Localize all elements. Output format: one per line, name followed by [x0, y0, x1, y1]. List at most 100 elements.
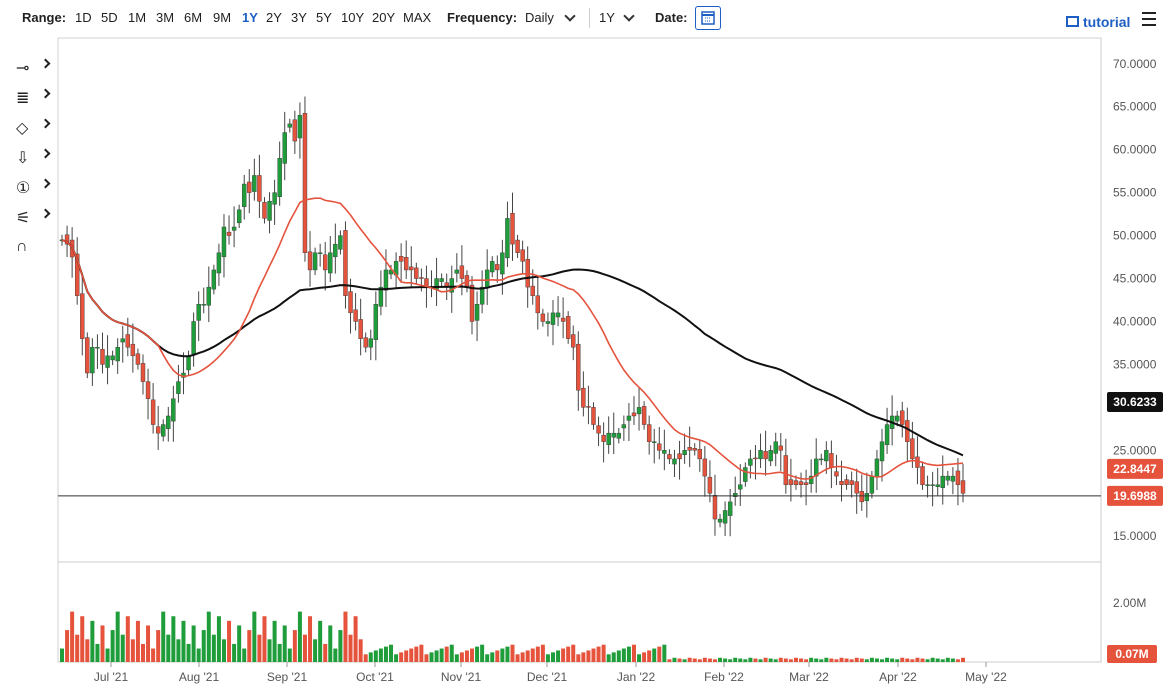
candle-body — [636, 407, 642, 415]
volume-bar — [383, 646, 388, 662]
volume-bar — [353, 616, 358, 662]
candle-body — [383, 269, 389, 291]
candle-body — [231, 226, 237, 231]
range-9m-button[interactable]: 9M — [213, 10, 232, 25]
price-tags: 30.6233 22.8447 19.6988 0.07M — [1107, 392, 1163, 663]
ma200-price-tag-bg — [1107, 392, 1163, 413]
volume-bar — [302, 634, 307, 662]
volume-bar — [880, 659, 885, 662]
x-tick-label: Apr '22 — [879, 670, 917, 684]
candle-body — [697, 449, 702, 460]
candle-body — [85, 337, 90, 374]
volume-bar — [839, 657, 844, 662]
range-1d-button[interactable]: 1D — [75, 10, 92, 25]
candle-body — [692, 448, 697, 451]
tutorial-icon[interactable] — [1066, 16, 1079, 27]
volume-bar — [799, 658, 804, 662]
range-1y-button[interactable]: 1Y — [242, 10, 258, 25]
volume-bar — [915, 657, 920, 662]
volume-bar — [601, 644, 606, 662]
volume-bar — [242, 648, 247, 662]
volume-bar — [890, 658, 895, 662]
volume-bar — [216, 616, 221, 662]
candle-body — [743, 467, 748, 482]
candle-body — [727, 501, 733, 516]
candle-body — [120, 338, 125, 343]
volume-bar — [667, 659, 672, 662]
line-tool-button[interactable]: ⊸ — [12, 56, 56, 82]
candle-body — [105, 355, 110, 368]
volume-bar — [692, 658, 697, 662]
volume-bar — [561, 648, 566, 662]
volume-bar — [115, 611, 120, 662]
candle-body — [307, 251, 313, 271]
candle-body — [581, 387, 586, 408]
candle-body — [201, 304, 206, 306]
volume-bar — [282, 625, 287, 662]
candle-body — [596, 425, 601, 434]
candle-body — [272, 192, 277, 205]
candle-body — [839, 481, 844, 485]
candle-body — [859, 491, 864, 503]
candle-body — [900, 410, 905, 425]
menu-icon[interactable] — [1142, 12, 1156, 30]
ma200-line — [61, 238, 964, 457]
volume-bar — [75, 634, 80, 662]
ma200-price-tag: 30.6233 — [1113, 395, 1157, 409]
range-3y-button[interactable]: 3Y — [291, 10, 307, 25]
range-6m-button[interactable]: 6M — [184, 10, 203, 25]
magnet-tool-button[interactable]: ∩ — [12, 236, 56, 262]
candle-body — [707, 476, 713, 494]
volume-bar — [809, 657, 814, 662]
volume-bar — [920, 658, 925, 662]
range-5y-button[interactable]: 5Y — [316, 10, 332, 25]
candle-body — [535, 295, 541, 314]
volume-bar — [550, 652, 555, 662]
candle-body — [115, 347, 120, 362]
range-3m-button[interactable]: 3M — [156, 10, 175, 25]
range-2y-button[interactable]: 2Y — [266, 10, 282, 25]
arrow-tool-button[interactable]: ⇩ — [12, 146, 56, 172]
range-20y-button[interactable]: 20Y — [372, 10, 396, 25]
volume-bar — [368, 652, 373, 662]
volume-bar — [621, 648, 626, 662]
candle-body — [302, 113, 308, 253]
calendar-button[interactable] — [695, 6, 721, 30]
annotation-tool-button[interactable]: ① — [12, 176, 56, 202]
volume-bar — [221, 639, 226, 662]
range-10y-button[interactable]: 10Y — [341, 10, 365, 25]
candle-body — [267, 201, 272, 221]
candle-body — [657, 443, 662, 451]
arrow-tool-icon: ⇩ — [16, 150, 30, 167]
candle-body — [191, 321, 196, 354]
candle-body — [490, 261, 495, 273]
volume-bar — [864, 659, 869, 662]
range-max-button[interactable]: MAX — [403, 10, 432, 25]
candle-body — [484, 269, 490, 289]
volume-bar — [905, 658, 910, 662]
candle-body — [439, 278, 444, 282]
fib-tool-button[interactable]: ≣ — [12, 86, 56, 112]
volume-tag-bg — [1107, 645, 1157, 663]
y-tick-label: 50.0000 — [1113, 229, 1157, 243]
range-5d-button[interactable]: 5D — [101, 10, 118, 25]
candle-body — [135, 353, 141, 365]
volume-bar — [606, 654, 611, 662]
candle-body — [793, 480, 799, 485]
volume-bar — [707, 658, 712, 662]
candle-body — [545, 321, 551, 324]
period-select[interactable]: 1Y — [599, 10, 615, 25]
range-1m-button[interactable]: 1M — [128, 10, 147, 25]
volume-bar — [849, 659, 854, 662]
x-tick-label: Mar '22 — [789, 670, 829, 684]
settings-tool-button[interactable]: ⚟ — [12, 206, 56, 232]
volume-bar — [166, 634, 171, 662]
candle-body — [161, 424, 166, 437]
tutorial-link[interactable]: tutorial — [1083, 14, 1131, 30]
candle-body — [100, 349, 105, 365]
candle-body — [601, 435, 606, 442]
candle-body — [621, 424, 627, 429]
frequency-select[interactable]: Daily — [525, 10, 554, 25]
shape-tool-button[interactable]: ◇ — [12, 116, 56, 142]
